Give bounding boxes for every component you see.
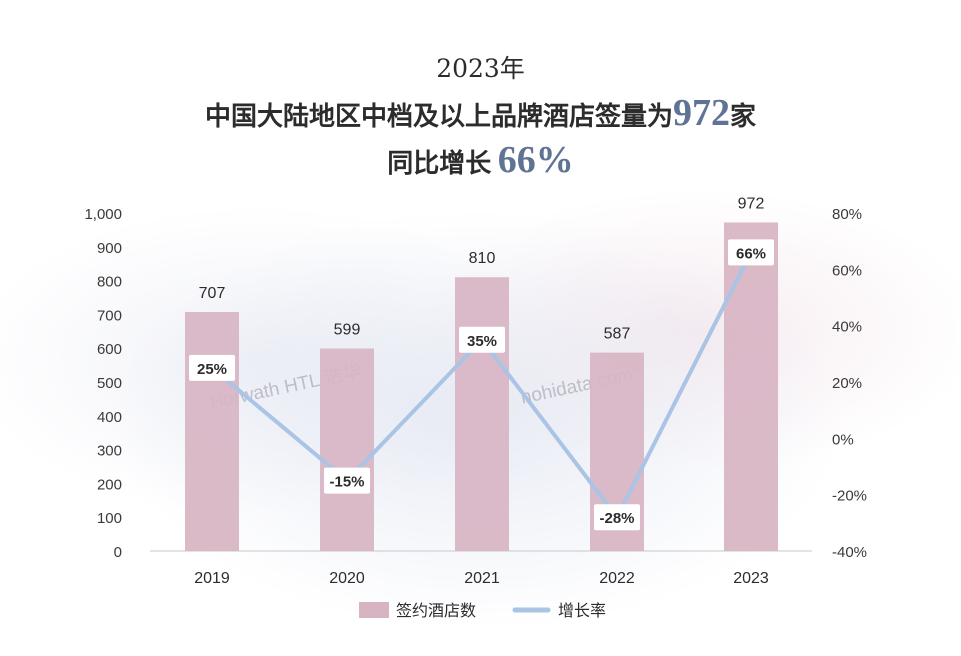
growth-label-text: 35% xyxy=(467,333,497,350)
title-highlight-growth: 66% xyxy=(497,139,574,181)
bar-value-label: 972 xyxy=(738,195,765,212)
y-right-tick-label: 60% xyxy=(832,262,862,279)
y-left-tick-label: 900 xyxy=(97,240,122,257)
y-left-tick-label: 600 xyxy=(97,341,122,358)
growth-label-2020: -15% xyxy=(324,467,370,494)
y-right-tick-label: 40% xyxy=(832,319,862,336)
x-tick-label: 2019 xyxy=(194,570,230,587)
chart-title: 2023年 中国大陆地区中档及以上品牌酒店签量为972家 同比增长 66% xyxy=(0,48,961,184)
y-left-tick-label: 400 xyxy=(97,409,122,426)
bar-2021 xyxy=(455,277,509,551)
growth-label-2022: -28% xyxy=(594,504,640,531)
y-left-tick-label: 700 xyxy=(97,307,122,324)
growth-label-box xyxy=(594,504,640,531)
y-left-tick-label: 200 xyxy=(97,476,122,493)
y-right-tick-label: 80% xyxy=(832,206,862,223)
legend-item-bars: 签约酒店数 xyxy=(359,602,476,620)
y-left-tick-label: 0 xyxy=(114,544,122,561)
growth-label-text: -28% xyxy=(599,510,634,527)
growth-label-2021: 35% xyxy=(459,326,505,353)
growth-label-box xyxy=(324,467,370,494)
growth-label-box xyxy=(728,239,774,266)
growth-label-box xyxy=(189,354,235,381)
growth-label-text: 66% xyxy=(736,245,766,262)
y-left-tick-label: 100 xyxy=(97,510,122,527)
bar-2019 xyxy=(185,312,239,551)
bar-2023 xyxy=(724,222,778,552)
growth-label-text: 25% xyxy=(197,361,227,378)
bar-value-label: 599 xyxy=(334,322,361,339)
legend-swatch-bars xyxy=(359,602,389,618)
title-line-3-prefix: 同比增长 xyxy=(387,149,492,178)
growth-label-box xyxy=(459,326,505,353)
y-right-tick-label: -40% xyxy=(832,544,867,561)
bar-2020 xyxy=(320,348,374,551)
title-line-3: 同比增长 66% xyxy=(0,136,961,184)
y-right-tick-label: -20% xyxy=(832,488,867,505)
x-tick-label: 2023 xyxy=(733,570,769,587)
x-tick-label: 2021 xyxy=(464,570,500,587)
title-line-2-prefix: 中国大陆地区中档及以上品牌酒店签量为 xyxy=(204,102,673,131)
y-left-tick-label: 1,000 xyxy=(84,206,122,223)
y-right-tick-label: 0% xyxy=(832,431,854,448)
y-left-tick-label: 500 xyxy=(97,375,122,392)
legend-item-line: 增长率 xyxy=(512,602,606,620)
y-right-tick-label: 20% xyxy=(832,375,862,392)
title-line-2-suffix: 家 xyxy=(730,102,757,131)
title-line-1: 2023年 xyxy=(436,54,525,83)
growth-label-2023: 66% xyxy=(728,239,774,266)
x-tick-label: 2020 xyxy=(329,570,365,587)
x-tick-label: 2022 xyxy=(599,570,635,587)
y-left-tick-label: 300 xyxy=(97,443,122,460)
growth-label-2019: 25% xyxy=(189,354,235,381)
legend-label-line: 增长率 xyxy=(558,602,606,620)
bar-value-label: 587 xyxy=(604,326,631,343)
bar-value-label: 707 xyxy=(199,285,226,302)
title-line-2: 中国大陆地区中档及以上品牌酒店签量为972家 xyxy=(0,90,961,136)
title-highlight-count: 972 xyxy=(673,92,730,134)
growth-label-text: -15% xyxy=(329,474,364,491)
y-left-tick-label: 800 xyxy=(97,274,122,291)
bar-value-label: 810 xyxy=(469,250,496,267)
legend-label-bars: 签约酒店数 xyxy=(396,602,476,620)
